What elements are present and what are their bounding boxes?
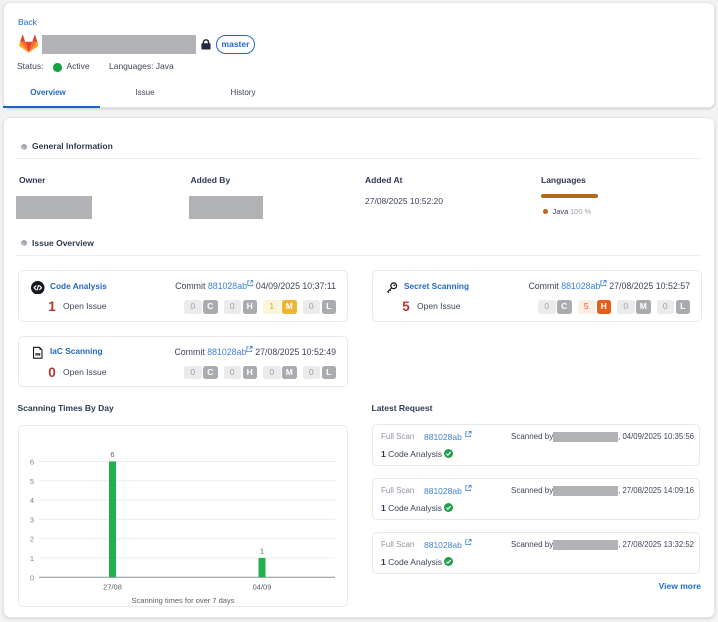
svg-text:0: 0 [30,573,34,582]
svg-text:04/09: 04/09 [253,582,272,591]
svg-text:5: 5 [30,476,34,485]
svg-text:IaC: IaC [36,354,40,356]
svg-text:3: 3 [30,515,34,524]
svg-text:1: 1 [260,546,264,555]
svg-text:6: 6 [30,457,34,466]
svg-text:6: 6 [110,450,114,459]
svg-text:27/08: 27/08 [103,582,122,591]
svg-text:1: 1 [30,554,34,563]
svg-text:4: 4 [30,496,34,505]
svg-text:Scanning times for over 7 days: Scanning times for over 7 days [132,596,235,605]
svg-text:2: 2 [30,534,34,543]
